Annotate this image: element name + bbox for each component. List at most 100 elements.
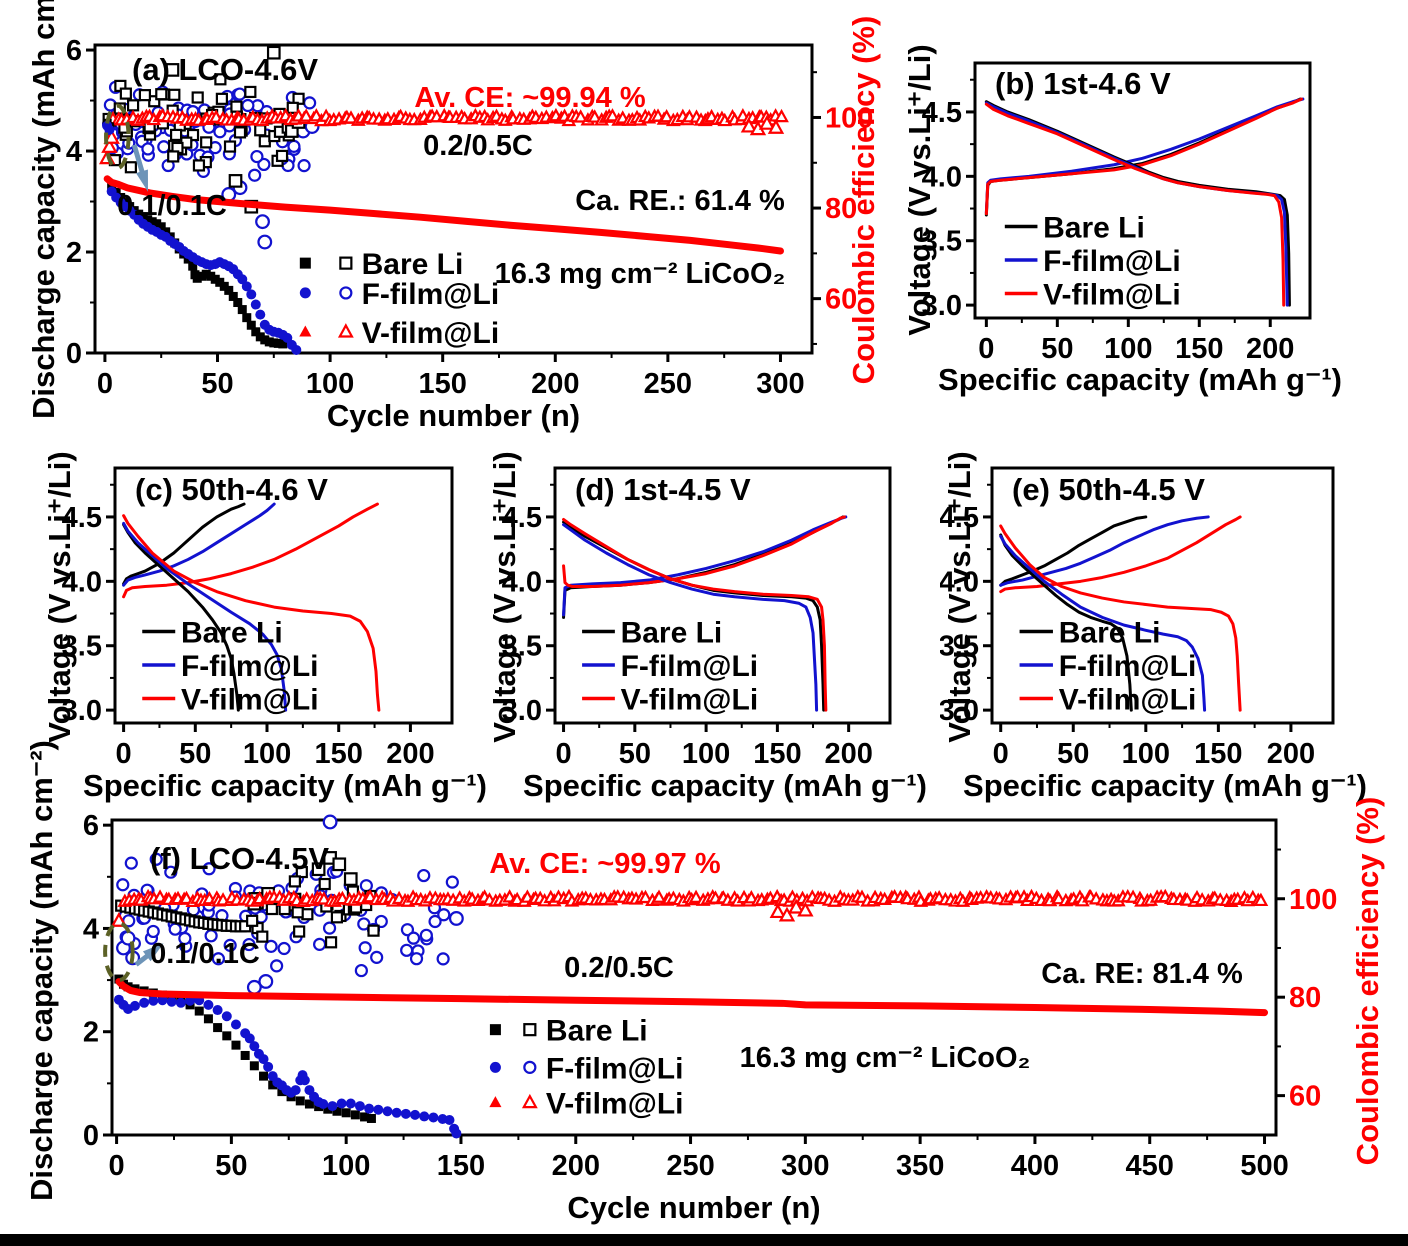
svg-text:150: 150 [1175, 333, 1223, 365]
panel-a-canvas: 0 50 100 150 200 250 300 0 2 4 6 60 80 100 Bare LiF-fi… [66, 35, 874, 400]
bottom-rule [0, 1234, 1408, 1246]
panel-c-y-axis-label: Voltage (V vs.Li⁺/Li) [42, 451, 77, 743]
svg-text:V-film@Li: V-film@Li [362, 317, 500, 350]
axes-d: 0 50 100 150 200 3.0 3.5 4.0 4.5 [502, 466, 892, 770]
svg-text:100: 100 [243, 738, 291, 770]
svg-text:0: 0 [555, 738, 571, 770]
svg-text:200: 200 [824, 738, 872, 770]
svg-text:50: 50 [179, 738, 211, 770]
series-c-v-film-li-charge [122, 502, 379, 599]
panel-f-y-axis-label: Discharge capacity (mAh cm⁻²) [24, 740, 59, 1201]
series-c-bare-li-charge [122, 502, 246, 586]
svg-text:50: 50 [1041, 333, 1073, 365]
svg-text:250: 250 [644, 368, 692, 400]
svg-text:100: 100 [682, 738, 730, 770]
panel-d: 0 50 100 150 200 3.0 3.5 4.0 4.5 Bare Li F-film@Li… [470, 450, 940, 805]
series-f-f-film-li-capacity [113, 992, 462, 1139]
legend-f: Bare Li F-film@LiV-film@Li [489, 1015, 684, 1120]
panel-a-rate-annotation: 0.2/0.5C [423, 130, 533, 162]
panel-e-x-axis-label: Specific capacity (mAh g⁻¹) [963, 768, 1367, 803]
svg-text:4: 4 [83, 913, 99, 945]
svg-text:Bare Li: Bare Li [546, 1015, 648, 1048]
svg-text:150: 150 [315, 738, 363, 770]
svg-text:F-film@Li: F-film@Li [621, 650, 759, 683]
panel-f-rate-annotation: 0.2/0.5C [564, 952, 674, 984]
panel-f-x-axis-label: Cycle number (n) [567, 1190, 821, 1225]
svg-text:100: 100 [322, 1150, 370, 1182]
svg-text:350: 350 [896, 1150, 944, 1182]
svg-text:4.5: 4.5 [502, 502, 542, 534]
svg-text:100: 100 [1122, 738, 1170, 770]
panel-a: 0 50 100 150 200 250 300 0 2 4 6 60 80 100 Bare Li F-fi… [0, 0, 900, 450]
series-f-v-film-li-capacity [115, 978, 1269, 1017]
svg-text:3.5: 3.5 [62, 631, 102, 663]
panel-a-y-axis-label: Discharge capacity (mAh cm⁻²) [26, 0, 61, 419]
svg-text:4.5: 4.5 [922, 97, 962, 129]
svg-text:F-film@Li: F-film@Li [1059, 650, 1197, 683]
panel-f: 0 50 100 150 200 250 300 350 400 450 500 0 2 4 6 60 80 10… [0, 740, 1408, 1246]
series-b-f-film-li-charge [984, 97, 1305, 214]
svg-text:300: 300 [756, 368, 804, 400]
panel-d-x-axis-label: Specific capacity (mAh g⁻¹) [523, 768, 927, 803]
series-e-bare-li-discharge [999, 533, 1133, 712]
svg-text:Bare Li: Bare Li [181, 617, 283, 650]
series-e-bare-li-charge [999, 515, 1148, 587]
panel-a-right-axis-label: Coulombic efficiency (%) [846, 15, 881, 385]
series-a-f-film-li-capacity [102, 120, 302, 355]
axes-e: 0 50 100 150 200 3.0 3.5 4.0 4.5 [940, 466, 1335, 770]
panel-f-retention-annotation: Ca. RE: 81.4 % [1041, 958, 1243, 990]
series-c-bare-li-discharge [122, 523, 240, 712]
series-d-v-film-li-discharge [562, 518, 828, 712]
svg-text:Bare Li: Bare Li [621, 617, 723, 650]
panel-d-title: (d) 1st-4.5 V [575, 472, 751, 507]
svg-text:150: 150 [753, 738, 801, 770]
panel-c: 0 50 100 150 200 3.0 3.5 4.0 4.5 Bare Li F-film@Li… [0, 450, 487, 805]
series-e-f-film-li-discharge [999, 534, 1207, 712]
panel-e-y-axis-label: Voltage (V vs.Li⁺/Li) [942, 451, 977, 743]
svg-text:4.5: 4.5 [62, 502, 102, 534]
series-d-v-film-li-charge [562, 515, 846, 588]
panel-f-avg-ce-annotation: Av. CE: ~99.97 % [489, 848, 721, 880]
panel-a-avg-ce-annotation: Av. CE: ~99.94 % [414, 82, 646, 114]
panel-b-canvas: 0 50 100 150 200 3.0 3.5 4.0 4.5 Bare LiF-film@Li… [922, 61, 1312, 365]
svg-text:Bare Li: Bare Li [1059, 617, 1161, 650]
series-c-f-film-li-charge [122, 502, 276, 587]
svg-text:3.0: 3.0 [502, 695, 542, 727]
series-a-v-film-li-ce [98, 107, 789, 165]
svg-text:150: 150 [437, 1150, 485, 1182]
panel-f-loading-annotation: 16.3 mg cm⁻² LiCoO₂ [739, 1042, 1031, 1074]
svg-text:V-film@Li: V-film@Li [1059, 684, 1197, 717]
annotation-shapes-f [103, 921, 164, 983]
axes-f: 0 50 100 150 200 250 300 350 400 450 500 0 2 4 6 60 80 10… [83, 810, 1338, 1182]
svg-text:100: 100 [1104, 333, 1152, 365]
panel-e-canvas: 0 50 100 150 200 3.0 3.5 4.0 4.5 Bare LiF-film@Li… [940, 466, 1335, 770]
svg-text:V-film@Li: V-film@Li [1043, 279, 1181, 312]
series-e-v-film-li-discharge [999, 524, 1242, 712]
panel-f-right-axis-label: Coulombic efficiency (%) [1350, 796, 1385, 1166]
panel-a-retention-annotation: Ca. RE.: 61.4 % [575, 185, 785, 217]
svg-text:60: 60 [1289, 1081, 1321, 1113]
annotation-shapes-a [104, 103, 148, 192]
svg-text:0: 0 [66, 338, 82, 370]
svg-text:0: 0 [978, 333, 994, 365]
legend-d: Bare LiF-film@LiV-film@Li [582, 617, 758, 717]
svg-text:3.5: 3.5 [502, 631, 542, 663]
axes-b: 0 50 100 150 200 3.0 3.5 4.0 4.5 [922, 61, 1312, 365]
panel-a-formation-rate-annotation: 0.1/0.1C [117, 190, 227, 222]
svg-text:4.0: 4.0 [502, 566, 542, 598]
svg-text:3.0: 3.0 [922, 290, 962, 322]
svg-text:300: 300 [781, 1150, 829, 1182]
panel-e: 0 50 100 150 200 3.0 3.5 4.0 4.5 Bare Li F-film@Li… [940, 450, 1408, 805]
svg-text:400: 400 [1011, 1150, 1059, 1182]
series-f-bare-li-ce-early [115, 899, 252, 933]
series-b-v-film-li-discharge [984, 102, 1286, 307]
panel-b-x-axis-label: Specific capacity (mAh g⁻¹) [938, 362, 1342, 397]
svg-text:Bare Li: Bare Li [362, 248, 464, 281]
svg-text:Bare Li: Bare Li [1043, 212, 1145, 245]
svg-text:100: 100 [825, 102, 873, 134]
svg-text:F-film@Li: F-film@Li [362, 278, 500, 311]
svg-text:0: 0 [116, 738, 132, 770]
legend-a: Bare LiF-film@Li V-film@Li [299, 248, 499, 350]
svg-text:0: 0 [97, 368, 113, 400]
